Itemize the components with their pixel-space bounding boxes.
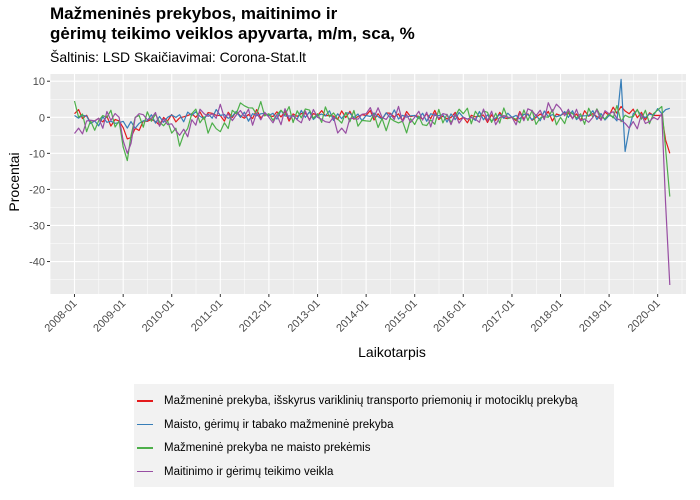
series-lines xyxy=(73,78,671,286)
legend-label: Maitinimo ir gėrimų teikimo veikla xyxy=(164,465,334,478)
x-tick-label: 2011-01 xyxy=(189,298,225,334)
legend-key xyxy=(134,414,156,436)
y-tick-label: 0 xyxy=(39,112,45,124)
x-tick-label: 2020-01 xyxy=(626,298,663,335)
legend-item: Maitinimo ir gėrimų teikimo veikla xyxy=(134,461,333,483)
x-tick-label: 2017-01 xyxy=(480,298,517,335)
chart-title-line-1: Mažmeninės prekybos, maitinimo ir xyxy=(50,4,338,23)
minor-gridlines xyxy=(49,74,686,294)
legend-swatch xyxy=(137,447,153,449)
x-axis-title: Laikotarpis xyxy=(358,344,426,360)
x-tick-label: 2015-01 xyxy=(383,298,420,335)
y-tick-label: -40 xyxy=(29,257,45,269)
chart-subtitle: Šaltinis: LSD Skaičiavimai: Corona-Stat.… xyxy=(50,49,306,65)
legend-item: Mažmeninė prekyba, išskyrus variklinių t… xyxy=(134,390,578,412)
legend-swatch xyxy=(137,400,153,402)
line-chart: -40 -30 -20 -10 0 10 2008-01 2009-01 2010-01 201… xyxy=(6,74,686,360)
series-line-4 xyxy=(74,102,671,286)
legend-item: Mažmeninė prekyba ne maisto prekėmis xyxy=(134,437,370,459)
legend-item: Maisto, gėrimų ir tabako mažmeninė preky… xyxy=(134,414,393,436)
y-tick-label: -30 xyxy=(29,220,45,232)
legend-key xyxy=(134,437,156,459)
x-tick-label: 2008-01 xyxy=(43,298,80,335)
x-tick-label: 2016-01 xyxy=(431,298,468,335)
x-tick-label: 2014-01 xyxy=(334,298,371,335)
legend-swatch xyxy=(137,423,153,425)
x-tick-label: 2010-01 xyxy=(140,298,177,335)
legend-label: Maisto, gėrimų ir tabako mažmeninė preky… xyxy=(164,418,394,431)
x-tick-label: 2012-01 xyxy=(237,298,274,335)
y-axis-title: Procentai xyxy=(6,152,22,211)
y-tick-label: -10 xyxy=(29,148,45,160)
x-tick-label: 2013-01 xyxy=(286,298,323,335)
legend-key xyxy=(134,461,156,483)
y-tick-label: -20 xyxy=(29,184,45,196)
x-tick-label: 2018-01 xyxy=(529,298,566,335)
y-axis-ticks: -40 -30 -20 -10 0 10 xyxy=(29,76,50,269)
legend-swatch xyxy=(137,470,153,472)
y-tick-label: 10 xyxy=(33,76,45,88)
x-tick-label: 2019-01 xyxy=(577,298,614,335)
chart-title: Mažmeninės prekybos, maitinimo ir gėrimų… xyxy=(50,4,415,44)
x-axis-ticks: 2008-01 2009-01 2010-01 2011-01 2012-01 2013-… xyxy=(43,294,663,335)
legend: Mažmeninė prekyba, išskyrus variklinių t… xyxy=(134,384,614,487)
legend-label: Mažmeninė prekyba ne maisto prekėmis xyxy=(164,442,371,454)
chart-title-line-2: gėrimų teikimo veiklos apyvarta, m/m, sc… xyxy=(50,24,415,43)
major-gridlines xyxy=(50,74,686,294)
legend-key xyxy=(134,390,156,412)
x-tick-label: 2009-01 xyxy=(91,298,128,335)
legend-label: Mažmeninė prekyba, išskyrus variklinių t… xyxy=(164,395,578,407)
